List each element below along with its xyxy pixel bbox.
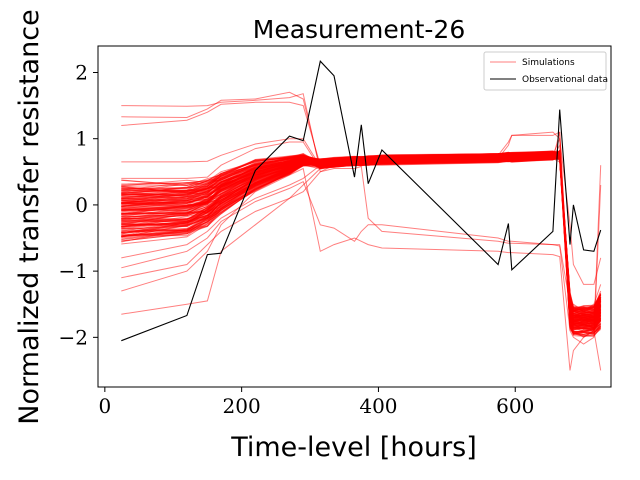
y-axis-label: Normalized transfer resistance <box>14 9 45 424</box>
observational-data-line <box>121 60 602 342</box>
plot-area <box>121 60 602 371</box>
simulation-line-outlier <box>121 181 602 312</box>
simulation-line-outlier <box>121 154 602 338</box>
simulation-line-outlier <box>121 131 602 285</box>
plot-frame <box>97 45 612 388</box>
x-tick-label: 400 <box>359 394 397 418</box>
y-axis-ticks: −2 −1 0 1 2 <box>59 60 98 349</box>
simulation-line-outlier <box>121 165 602 345</box>
y-tick-label: −2 <box>59 325 88 349</box>
x-tick-label: 0 <box>98 394 111 418</box>
y-tick-label: 1 <box>75 127 88 151</box>
y-tick-label: −1 <box>59 259 88 283</box>
legend: Simulations Observational data <box>483 51 608 91</box>
simulation-lines <box>121 91 602 371</box>
simulation-line-outlier <box>121 93 602 333</box>
y-tick-label: 0 <box>75 193 88 217</box>
y-tick-label: 2 <box>75 60 88 84</box>
simulation-line <box>121 150 602 311</box>
x-axis-ticks: 0 200 400 600 <box>98 387 534 418</box>
x-tick-label: 200 <box>223 394 261 418</box>
chart-title: Measurement-26 <box>253 15 465 44</box>
simulation-line <box>121 154 602 323</box>
observation-line-group <box>121 60 602 342</box>
simulation-line-outlier <box>121 91 602 319</box>
simulation-line-outlier <box>121 167 602 371</box>
x-axis-label: Time-level [hours] <box>230 432 477 463</box>
legend-simulations-label: Simulations <box>522 58 575 68</box>
x-tick-label: 600 <box>496 394 534 418</box>
legend-observational-label: Observational data <box>522 75 608 85</box>
